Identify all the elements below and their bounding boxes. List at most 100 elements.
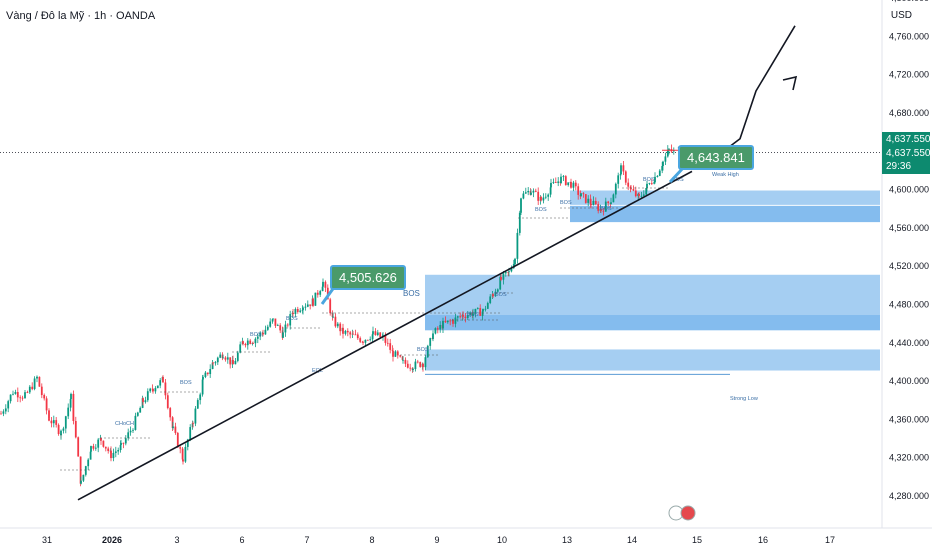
x-tick-label: 14 xyxy=(627,535,637,545)
candle-body xyxy=(645,187,648,195)
candle-body xyxy=(269,321,272,327)
candle-body xyxy=(306,304,309,307)
candle-body xyxy=(4,408,7,412)
candle-body xyxy=(192,423,194,425)
candle-body xyxy=(349,332,352,335)
candle-body xyxy=(384,335,387,343)
candle-body xyxy=(122,442,125,444)
candle-body xyxy=(302,307,304,310)
y-tick-label: 4,760.000 xyxy=(889,31,929,41)
structure-label: CHoCH xyxy=(115,421,134,427)
candle-body xyxy=(70,393,72,400)
price-axis xyxy=(882,0,932,550)
candle-body xyxy=(209,369,212,375)
candle-body xyxy=(369,339,372,341)
candle-body xyxy=(389,343,392,350)
candle-body xyxy=(204,372,207,377)
candle-body xyxy=(653,182,656,184)
candle-body xyxy=(530,192,532,195)
candle-body xyxy=(289,314,292,326)
candle-body xyxy=(464,316,467,318)
us-flag-icon xyxy=(680,505,696,521)
candle-body xyxy=(33,378,36,390)
candle-body xyxy=(48,418,50,421)
candle-body xyxy=(181,448,184,460)
candle-body xyxy=(544,196,547,198)
candle-body xyxy=(196,400,199,409)
candle-body xyxy=(627,182,630,187)
candle-body xyxy=(640,195,643,197)
candle-body xyxy=(584,194,587,203)
candle-body xyxy=(412,369,414,370)
candle-body xyxy=(24,394,26,399)
candle-body xyxy=(124,438,127,444)
candle-body xyxy=(107,448,110,452)
candle-body xyxy=(166,395,169,409)
candle-body xyxy=(72,393,75,421)
candle-body xyxy=(432,333,434,340)
candle-body xyxy=(610,202,612,204)
candle-body xyxy=(604,201,607,212)
candle-body xyxy=(146,391,149,401)
candle-body xyxy=(550,182,552,188)
structure-label: BOS xyxy=(643,177,655,183)
candle-body xyxy=(80,480,82,484)
candle-body xyxy=(650,183,653,184)
candle-body xyxy=(662,161,664,167)
candle-body xyxy=(661,166,664,171)
candle-body xyxy=(114,451,117,453)
candle-body xyxy=(100,437,102,441)
candle-body xyxy=(359,338,362,342)
x-tick-label: 16 xyxy=(758,535,768,545)
candle-body xyxy=(50,420,53,424)
candle-body xyxy=(259,332,262,337)
y-tick-label: 4,320.000 xyxy=(889,453,929,463)
candle-body xyxy=(21,397,24,399)
order-block-zone xyxy=(570,190,880,205)
candle-body xyxy=(202,376,204,380)
candle-body xyxy=(48,410,50,419)
structure-label: Weak High xyxy=(712,172,739,178)
candle-body xyxy=(469,312,472,315)
candle-body xyxy=(329,299,332,314)
candle-body xyxy=(607,201,610,204)
candle-body xyxy=(342,327,344,334)
candle-body xyxy=(434,328,437,334)
candle-body xyxy=(45,398,48,411)
y-tick-label: 4,600.000 xyxy=(889,185,929,195)
candle-body xyxy=(574,182,577,187)
candle-body xyxy=(104,446,107,449)
candle-body xyxy=(222,357,224,359)
symbol-title[interactable]: Vàng / Đô la Mỹ · 1h · OANDA xyxy=(6,10,156,22)
candle-body xyxy=(594,200,597,205)
candle-body xyxy=(524,192,527,194)
candle-body xyxy=(7,401,10,409)
candle-body xyxy=(162,376,164,383)
candle-body xyxy=(479,308,482,316)
y-tick-label: 4,400.000 xyxy=(889,376,929,386)
candle-body xyxy=(19,397,22,399)
candle-body xyxy=(570,181,572,188)
candle-body xyxy=(9,394,12,402)
candle-body xyxy=(514,258,516,265)
candle-body xyxy=(642,194,645,196)
candle-body xyxy=(602,210,605,212)
candle-body xyxy=(334,316,337,327)
candle-body xyxy=(534,190,537,192)
candle-body xyxy=(84,466,87,475)
candle-body xyxy=(152,389,154,392)
structure-label: BOS xyxy=(560,200,572,206)
structure-label: BOS xyxy=(467,312,479,318)
x-tick-label: 15 xyxy=(692,535,702,545)
candle-body xyxy=(466,314,469,318)
candle-body xyxy=(36,376,38,378)
candle-body xyxy=(294,309,297,315)
candle-body xyxy=(239,344,242,353)
candle-body xyxy=(489,296,492,303)
candle-body xyxy=(206,372,209,375)
candle-body xyxy=(646,183,648,188)
candle-body xyxy=(500,277,502,280)
candle-body xyxy=(112,452,115,459)
candle-body xyxy=(634,190,637,197)
